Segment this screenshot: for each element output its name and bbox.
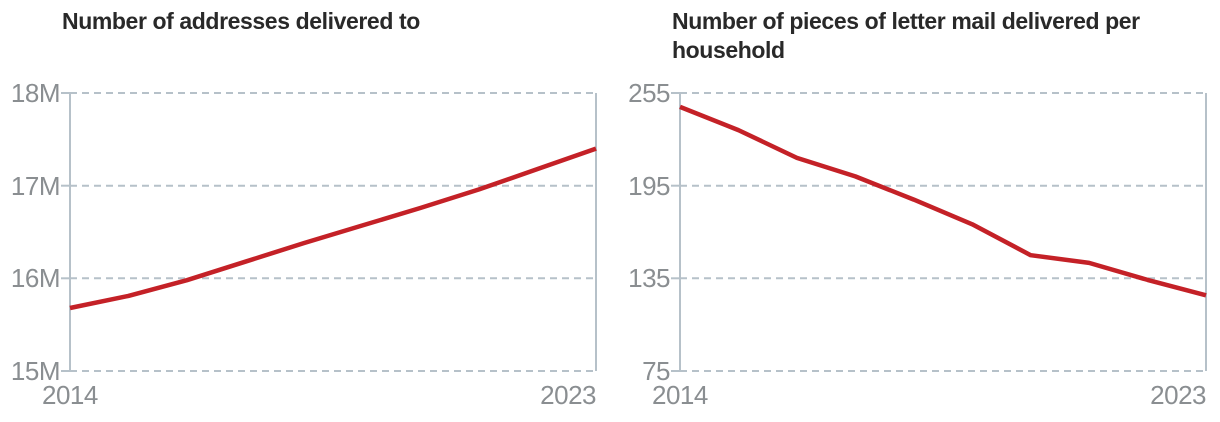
chart-title-line: Number of pieces of letter mail delivere…	[672, 8, 1140, 34]
chart-title: Number of pieces of letter mail delivere…	[672, 7, 1212, 65]
chart-title-line: Number of addresses delivered to	[62, 8, 420, 34]
chart-title: Number of addresses delivered to	[62, 7, 602, 36]
chart-letter-mail-per-household: Number of pieces of letter mail delivere…	[610, 0, 1220, 422]
addresses-line-plot	[61, 92, 597, 372]
chart-title-line: household	[672, 37, 785, 63]
letter-mail-line-plot	[671, 92, 1207, 372]
chart-addresses-delivered: Number of addresses delivered to 18M 17M 1…	[11, 7, 602, 409]
